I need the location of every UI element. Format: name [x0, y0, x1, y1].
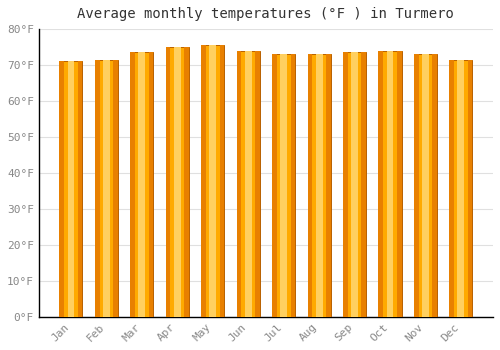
Bar	[236, 51, 260, 317]
Bar	[60, 62, 82, 317]
Bar	[378, 51, 383, 317]
Bar	[414, 54, 418, 317]
Bar	[290, 54, 295, 317]
Bar	[245, 51, 252, 317]
Bar	[378, 51, 402, 317]
Bar	[184, 47, 189, 317]
Bar	[386, 51, 394, 317]
Bar	[201, 45, 224, 317]
Bar	[174, 47, 181, 317]
Bar	[343, 52, 366, 317]
Bar	[414, 54, 437, 317]
Bar	[236, 51, 242, 317]
Bar	[326, 54, 330, 317]
Bar	[78, 62, 82, 317]
Bar	[397, 51, 402, 317]
Bar	[316, 54, 322, 317]
Bar	[95, 60, 100, 317]
Bar	[308, 54, 312, 317]
Bar	[138, 52, 145, 317]
Bar	[255, 51, 260, 317]
Bar	[60, 62, 64, 317]
Bar	[114, 60, 118, 317]
Bar	[130, 52, 135, 317]
Bar	[210, 45, 216, 317]
Bar	[103, 60, 110, 317]
Bar	[95, 60, 118, 317]
Bar	[166, 47, 170, 317]
Bar	[432, 54, 437, 317]
Bar	[272, 54, 276, 317]
Bar	[450, 60, 454, 317]
Bar	[308, 54, 330, 317]
Bar	[422, 54, 429, 317]
Bar	[201, 45, 206, 317]
Title: Average monthly temperatures (°F ) in Turmero: Average monthly temperatures (°F ) in Tu…	[78, 7, 454, 21]
Bar	[166, 47, 189, 317]
Bar	[450, 60, 472, 317]
Bar	[362, 52, 366, 317]
Bar	[272, 54, 295, 317]
Bar	[468, 60, 472, 317]
Bar	[343, 52, 347, 317]
Bar	[351, 52, 358, 317]
Bar	[130, 52, 154, 317]
Bar	[68, 62, 74, 317]
Bar	[220, 45, 224, 317]
Bar	[458, 60, 464, 317]
Bar	[149, 52, 154, 317]
Bar	[280, 54, 287, 317]
